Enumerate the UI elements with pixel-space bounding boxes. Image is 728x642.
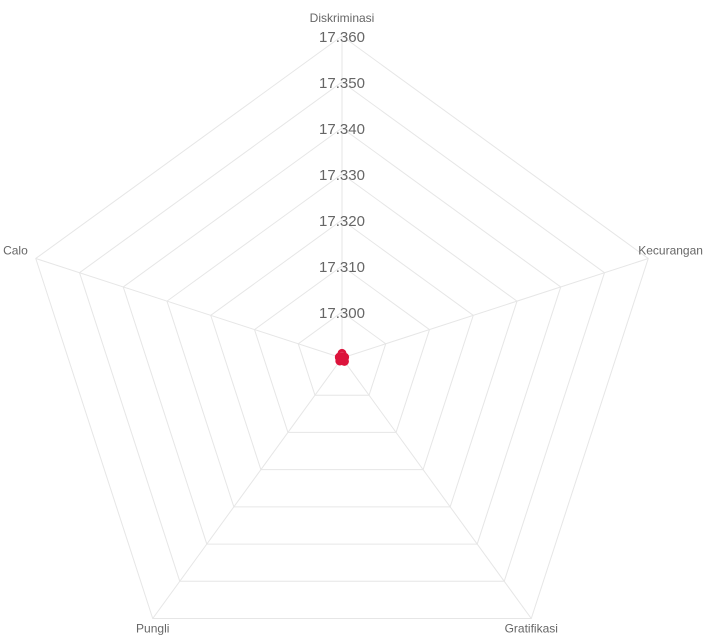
grid-ring — [78, 81, 606, 582]
grid-ring — [210, 219, 474, 471]
tick-label: 17.350 — [319, 75, 365, 92]
tick-label: 17.360 — [319, 29, 365, 46]
axis-labels: Diskriminasi Kecurangan Gratifikasi Pung… — [3, 11, 703, 636]
axis-label-diskriminasi: Diskriminasi — [310, 11, 375, 25]
grid-ring — [122, 127, 562, 545]
axis-label-gratifikasi: Gratifikasi — [505, 622, 558, 636]
grid-ring — [253, 265, 431, 433]
axis-spoke — [35, 258, 343, 359]
tick-label: 17.310 — [319, 259, 365, 276]
axis-label-pungli: Pungli — [136, 622, 169, 636]
tick-label: 17.300 — [319, 305, 365, 322]
axis-label-calo: Calo — [3, 243, 28, 257]
axis-spoke — [341, 357, 532, 619]
tick-label: 17.330 — [319, 167, 365, 184]
data-series — [334, 348, 350, 366]
grid-ring — [35, 35, 649, 620]
grid-ring — [297, 311, 387, 396]
tick-label: 17.320 — [319, 213, 365, 230]
axis-label-kecurangan: Kecurangan — [638, 243, 703, 257]
radar-grid — [35, 35, 649, 620]
axis-spoke — [152, 357, 343, 619]
grid-ring — [166, 173, 518, 508]
tick-label: 17.340 — [319, 121, 365, 138]
data-point[interactable] — [336, 353, 346, 363]
radial-tick-labels: 17.300 17.310 17.320 17.330 17.340 17.35… — [319, 29, 365, 322]
axis-spoke — [341, 258, 649, 359]
